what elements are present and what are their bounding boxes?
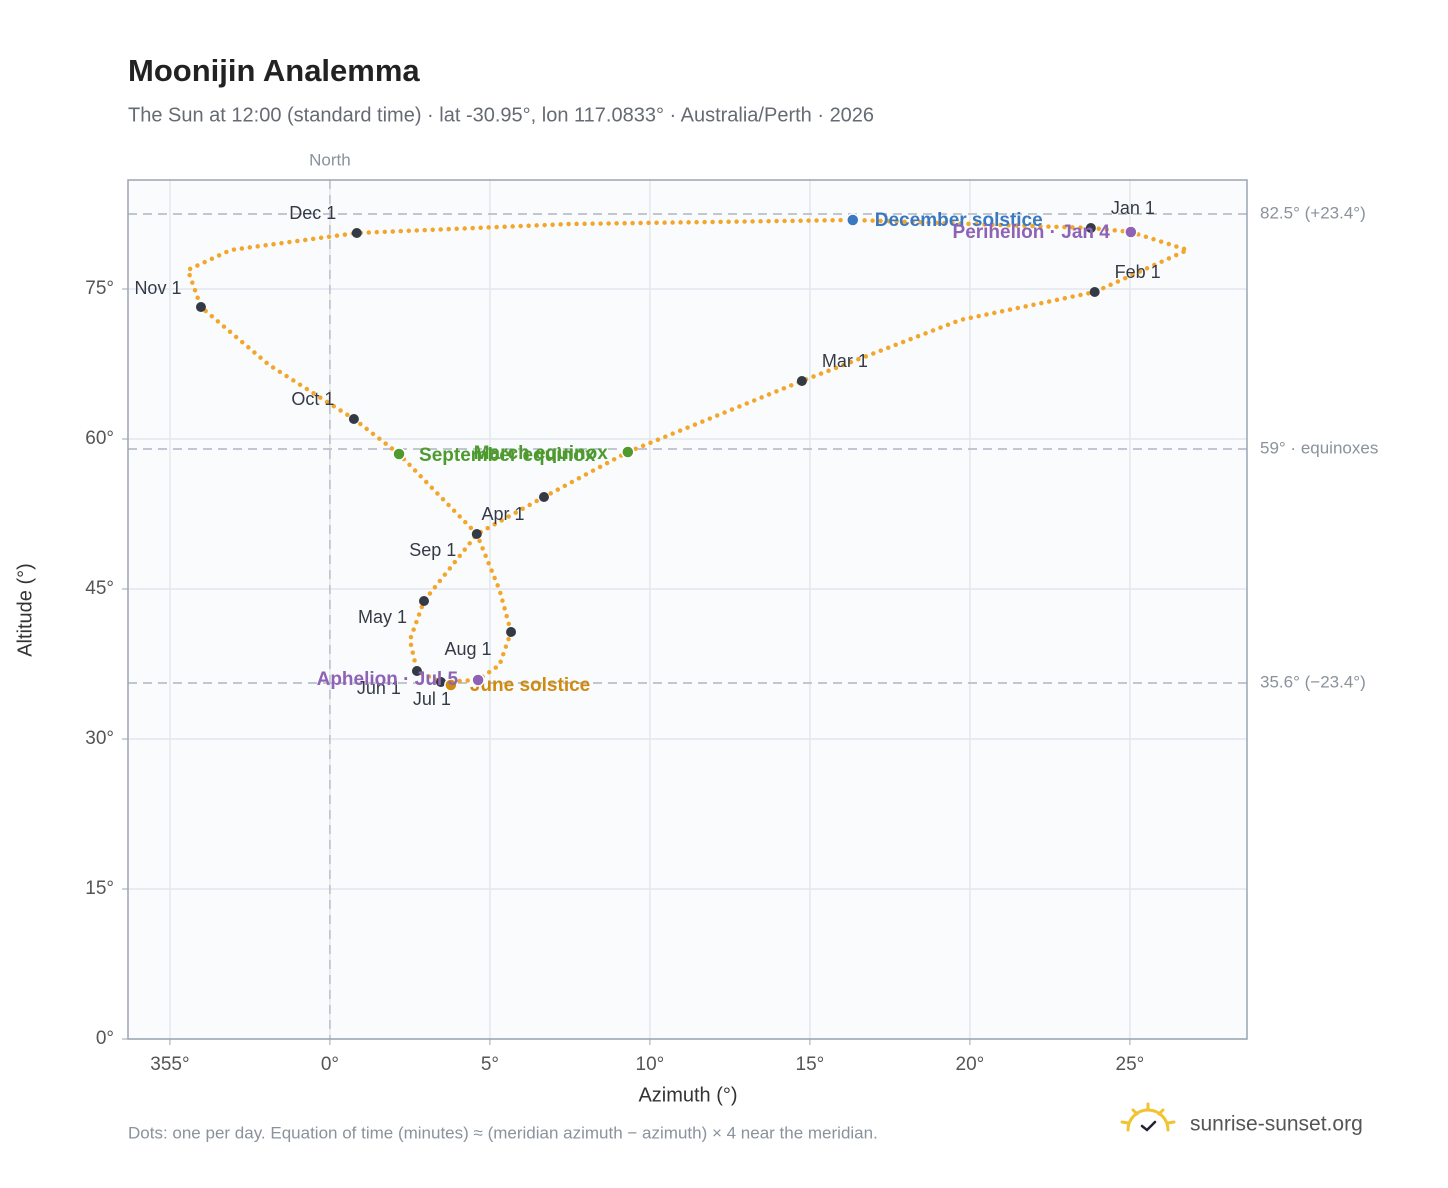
month-dot	[506, 627, 517, 637]
month-dot	[411, 666, 422, 676]
month-label: Oct 1	[291, 389, 334, 409]
x-tick-label: 25°	[1116, 1054, 1145, 1075]
y-tick-label: 15°	[85, 878, 114, 899]
month-dot	[538, 492, 549, 502]
month-label: Jul 1	[413, 689, 451, 709]
month-dot	[796, 376, 807, 386]
month-label: May 1	[358, 607, 407, 627]
month-dot	[195, 302, 206, 312]
chart-subtitle: The Sun at 12:00 (standard time) · lat -…	[128, 104, 874, 126]
x-tick-label: 0°	[321, 1054, 339, 1075]
event-dot	[846, 213, 860, 227]
reference-label: 59° · equinoxes	[1260, 438, 1378, 457]
month-label: Feb 1	[1115, 262, 1161, 282]
event-label: June solstice	[470, 675, 590, 696]
footnote: Dots: one per day. Equation of time (min…	[128, 1123, 878, 1142]
event-dot	[621, 445, 635, 459]
month-label: Jun 1	[357, 678, 401, 698]
month-label: Jan 1	[1111, 198, 1155, 218]
x-tick-label: 5°	[481, 1054, 499, 1075]
x-tick-label: 10°	[636, 1054, 665, 1075]
reference-label: 82.5° (+23.4°)	[1260, 203, 1366, 222]
brand-name: sunrise-sunset.org	[1190, 1113, 1363, 1136]
month-dot	[1085, 223, 1096, 233]
event-dot	[1124, 225, 1138, 239]
daily-dots	[185, 217, 1190, 685]
event-dot	[471, 673, 485, 687]
brand-logo	[1120, 1102, 1176, 1132]
x-axis-label: Azimuth (°)	[638, 1084, 737, 1106]
y-tick-label: 0°	[96, 1028, 114, 1049]
month-dot	[348, 414, 359, 424]
month-dot	[418, 596, 429, 606]
y-tick-label: 30°	[85, 728, 114, 749]
event-label: Aphelion · Jul 5	[317, 669, 459, 690]
event-label: December solstice	[875, 210, 1043, 231]
y-tick-label: 60°	[85, 428, 114, 449]
x-tick-label: 20°	[956, 1054, 985, 1075]
reference-label: 35.6° (−23.4°)	[1260, 672, 1366, 691]
month-dot	[351, 228, 362, 238]
x-tick-label: 15°	[796, 1054, 825, 1075]
y-axis-label: Altitude (°)	[14, 563, 36, 657]
month-label: Nov 1	[134, 278, 181, 298]
event-dot	[392, 447, 406, 461]
month-dot	[471, 529, 482, 539]
chart-title: Moonijin Analemma	[128, 53, 420, 88]
month-label: Sep 1	[409, 540, 456, 560]
y-tick-label: 75°	[85, 278, 114, 299]
month-dot	[1089, 287, 1100, 297]
plot-area	[128, 180, 1247, 1039]
plot-layer: Jan 1 Feb 1 Mar 1 Apr 1 May 1 Jun 1 Jul 1 Aug 1…	[128, 180, 1247, 1040]
event-dot	[444, 678, 458, 692]
event-label: September equinox	[419, 445, 596, 466]
event-label: Perihelion · Jan 4	[953, 222, 1111, 243]
month-label: Aug 1	[445, 639, 492, 659]
month-label: Dec 1	[289, 203, 336, 223]
y-tick-label: 45°	[85, 578, 114, 599]
north-label: North	[309, 150, 351, 169]
month-label: Apr 1	[481, 504, 524, 524]
x-tick-label: 355°	[150, 1054, 189, 1075]
month-label: Mar 1	[822, 351, 868, 371]
event-label: March equinox	[474, 443, 609, 464]
month-dot	[435, 677, 446, 687]
plot-border	[127, 179, 1248, 1040]
